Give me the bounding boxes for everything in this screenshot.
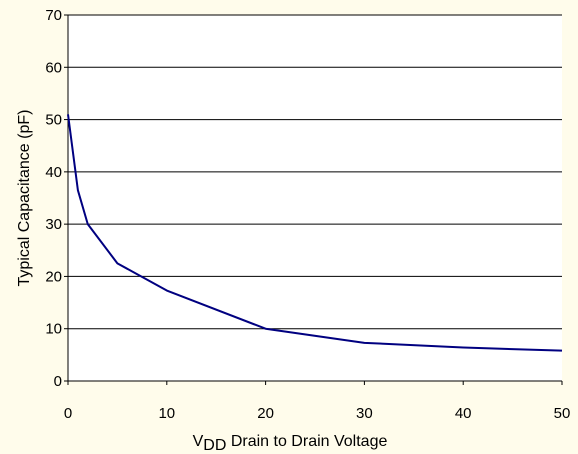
- y-tick-label: 40: [45, 164, 62, 181]
- y-tick-label: 0: [54, 373, 62, 390]
- y-tick-label: 50: [45, 112, 62, 129]
- series-layer: [67, 114, 563, 352]
- x-tick-label: 20: [257, 405, 274, 422]
- y-tick-label: 10: [45, 321, 62, 338]
- y-tick-label: 20: [45, 268, 62, 285]
- y-tick-label: 60: [45, 59, 62, 76]
- x-tick-label: 50: [554, 405, 571, 422]
- x-tick-label: 10: [158, 405, 175, 422]
- plot-area: [68, 15, 562, 381]
- x-axis-title-rest: Drain to Drain Voltage: [226, 433, 387, 450]
- x-axis-title-main: V: [193, 433, 204, 450]
- x-axis-title: VDD Drain to Drain Voltage: [193, 433, 388, 454]
- y-tick-label: 70: [45, 7, 62, 24]
- y-axis-title: Typical Capacitance (pF): [16, 110, 33, 287]
- x-axis-title-subscript: DD: [203, 437, 226, 454]
- x-tick-label: 0: [64, 405, 72, 422]
- x-tick-label: 30: [356, 405, 373, 422]
- x-axis-ticks: 0 10 20 30 40 50: [64, 381, 571, 422]
- y-axis-ticks: 0 10 20 30 40 50 60 70: [45, 7, 68, 390]
- y-tick-label: 30: [45, 216, 62, 233]
- x-tick-label: 40: [455, 405, 472, 422]
